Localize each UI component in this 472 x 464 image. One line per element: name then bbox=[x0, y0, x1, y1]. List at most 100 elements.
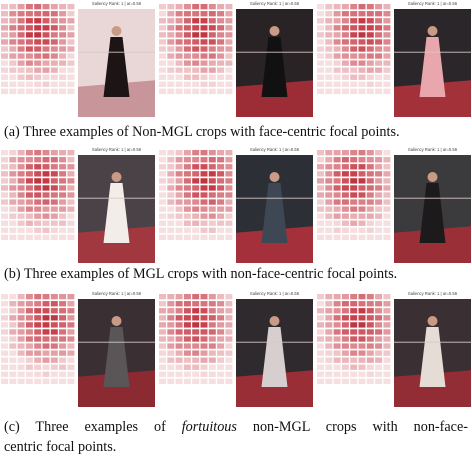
heatmap-cell bbox=[375, 46, 383, 52]
heatmap-cell bbox=[17, 32, 25, 38]
heatmap-cell bbox=[217, 11, 225, 17]
heatmap-cell bbox=[167, 329, 175, 335]
caption-text: (b) Three examples of MGL crops with non… bbox=[4, 266, 398, 282]
photo bbox=[236, 9, 313, 117]
heatmap-cell bbox=[375, 199, 383, 205]
heatmap-cell bbox=[350, 74, 358, 80]
heatmap-cell bbox=[34, 301, 42, 307]
person-head bbox=[269, 26, 280, 36]
heatmap-cell bbox=[358, 234, 366, 241]
heatmap-cell bbox=[183, 18, 191, 24]
heatmap-cell bbox=[217, 39, 225, 45]
heatmap-cell bbox=[25, 60, 33, 66]
heatmap-cell bbox=[341, 25, 349, 31]
heatmap-cell bbox=[50, 32, 58, 38]
heatmap-cell bbox=[42, 220, 50, 226]
heatmap-cell bbox=[200, 308, 208, 314]
heatmap-cell bbox=[350, 81, 358, 87]
saliency-label: Saliency Rank: 1 | ar=0.56 bbox=[250, 147, 300, 152]
heatmap-cell bbox=[175, 227, 183, 233]
heatmap-cell bbox=[67, 357, 75, 363]
heatmap-cell bbox=[333, 67, 341, 73]
heatmap-cell bbox=[175, 234, 183, 241]
heatmap-cell bbox=[34, 81, 42, 87]
heatmap-cell bbox=[366, 67, 374, 73]
heatmap-cell bbox=[333, 364, 341, 370]
heatmap-cell bbox=[192, 192, 200, 198]
heatmap-cell bbox=[366, 53, 374, 59]
heatmap-cell bbox=[42, 227, 50, 233]
heatmap-cell bbox=[67, 234, 75, 241]
heatmap-cell bbox=[1, 60, 8, 66]
heatmap-cell bbox=[34, 378, 42, 385]
heatmap-cell bbox=[325, 357, 333, 363]
red-carpet bbox=[78, 226, 155, 263]
heatmap-cell bbox=[50, 336, 58, 342]
heatmap-cell bbox=[183, 171, 191, 177]
heatmap-cell bbox=[9, 213, 17, 219]
heatmap-cell bbox=[366, 220, 374, 226]
heatmap-cell bbox=[159, 32, 166, 38]
heatmap-cell bbox=[25, 378, 33, 385]
heatmap-cell bbox=[333, 46, 341, 52]
heatmap-cell bbox=[9, 11, 17, 17]
heatmap-cell bbox=[34, 315, 42, 321]
heatmap-cell bbox=[350, 343, 358, 349]
heatmap-cell bbox=[34, 32, 42, 38]
heatmap-cell bbox=[34, 343, 42, 349]
heatmap-cell bbox=[175, 343, 183, 349]
heatmap-cell bbox=[175, 18, 183, 24]
heatmap-cell bbox=[325, 206, 333, 212]
heatmap-cell bbox=[341, 67, 349, 73]
heatmap-cell bbox=[200, 39, 208, 45]
heatmap-cell bbox=[341, 74, 349, 80]
heatmap-cell bbox=[325, 192, 333, 198]
heatmap-cell bbox=[25, 150, 33, 156]
heatmap-cell bbox=[366, 378, 374, 385]
heatmap-cell bbox=[208, 322, 216, 328]
heatmap-cell bbox=[192, 18, 200, 24]
heatmap-cell bbox=[159, 60, 166, 66]
heatmap-cell bbox=[325, 60, 333, 66]
heatmap-cell bbox=[67, 150, 75, 156]
heatmap-cell bbox=[192, 74, 200, 80]
heatmap-cell bbox=[375, 11, 383, 17]
heatmap-cell bbox=[67, 294, 75, 300]
heatmap-cell bbox=[217, 371, 225, 377]
heatmap-cell bbox=[208, 25, 216, 31]
heatmap-cell bbox=[17, 322, 25, 328]
heatmap-cell bbox=[59, 322, 67, 328]
heatmap-cell bbox=[317, 192, 324, 198]
heatmap-cell bbox=[200, 329, 208, 335]
heatmap-cell bbox=[159, 39, 166, 45]
saliency-heatmap bbox=[317, 150, 391, 241]
heatmap-cell bbox=[341, 150, 349, 156]
heatmap-cell bbox=[325, 199, 333, 205]
heatmap-cell bbox=[325, 329, 333, 335]
heatmap-cell bbox=[9, 185, 17, 191]
heatmap-cell bbox=[325, 185, 333, 191]
heatmap-cell bbox=[325, 157, 333, 163]
heatmap-cell bbox=[200, 357, 208, 363]
heatmap-cell bbox=[9, 171, 17, 177]
heatmap-cell bbox=[358, 81, 366, 87]
heatmap-cell bbox=[217, 220, 225, 226]
heatmap-cell bbox=[383, 164, 391, 170]
heatmap-cell bbox=[192, 357, 200, 363]
heatmap-cell bbox=[50, 53, 58, 59]
heatmap-cell bbox=[358, 60, 366, 66]
heatmap-cell bbox=[217, 308, 225, 314]
heatmap-cell bbox=[200, 315, 208, 321]
heatmap-cell bbox=[341, 88, 349, 95]
heatmap-cell bbox=[217, 301, 225, 307]
heatmap-cell bbox=[183, 60, 191, 66]
heatmap-cell bbox=[67, 378, 75, 385]
heatmap-cell bbox=[333, 234, 341, 241]
heatmap-cell bbox=[50, 234, 58, 241]
heatmap-cell bbox=[9, 357, 17, 363]
heatmap-cell bbox=[59, 357, 67, 363]
crop-pair: Saliency Rank: 1 | ar=0.56 bbox=[1, 147, 155, 263]
heatmap-cell bbox=[325, 25, 333, 31]
heatmap-cell bbox=[192, 308, 200, 314]
heatmap-cell bbox=[17, 329, 25, 335]
